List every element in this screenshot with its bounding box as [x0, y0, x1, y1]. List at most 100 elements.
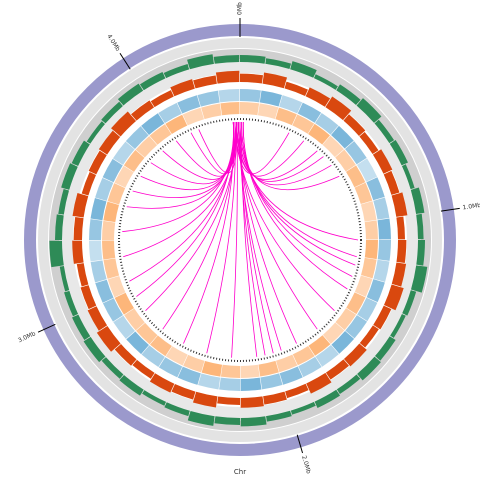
track-bar: [357, 356, 381, 381]
link: [140, 122, 236, 191]
track-tile: [107, 183, 126, 205]
track-bar: [416, 240, 425, 266]
track-bar: [217, 396, 240, 405]
track-tile: [149, 124, 172, 145]
track-tile: [258, 360, 279, 377]
track-tile: [124, 308, 145, 331]
x-tick-label: 1.0Mb: [462, 202, 480, 212]
track-bar: [142, 390, 167, 406]
track-tile: [308, 123, 330, 145]
link: [242, 122, 348, 290]
track-bar: [314, 389, 341, 408]
track-tile: [102, 240, 116, 260]
track-tile: [240, 89, 261, 103]
track-bar: [81, 172, 97, 196]
track-tile: [315, 112, 339, 135]
track-bar: [284, 81, 308, 97]
track-bar: [119, 374, 144, 396]
track-tile: [346, 292, 366, 315]
track-tile: [257, 103, 279, 119]
track-tile: [345, 141, 367, 165]
link: [234, 122, 335, 312]
track-tile: [158, 102, 182, 124]
track-tile: [292, 345, 315, 366]
track-tile: [335, 149, 356, 172]
link: [190, 122, 235, 175]
track-tile: [292, 114, 315, 134]
track-bar: [325, 359, 349, 380]
track-bar: [374, 336, 396, 361]
track-tile: [364, 240, 378, 260]
track-tile: [331, 331, 355, 354]
track-tile: [90, 198, 107, 221]
inner-ring: [118, 118, 362, 362]
link: [162, 122, 238, 180]
track-bar: [383, 170, 400, 195]
track-bar: [73, 216, 84, 240]
track-tile: [123, 150, 145, 172]
track-bar: [240, 416, 267, 427]
track-tile: [89, 219, 103, 240]
track-bg: [38, 38, 442, 442]
track-tile: [150, 335, 172, 357]
track-bar: [336, 374, 361, 395]
track-tile: [112, 141, 135, 165]
track-bar: [390, 313, 406, 338]
track-tile: [102, 220, 116, 240]
track-bar: [61, 163, 78, 190]
tick-mark: [296, 434, 304, 454]
track-bar: [111, 111, 137, 137]
track-tile: [103, 201, 119, 223]
track-tile: [182, 107, 205, 126]
track-bar: [396, 216, 405, 240]
track-bar: [192, 391, 218, 408]
tick-mark: [440, 207, 460, 212]
track-bar: [139, 72, 166, 91]
track-tile: [260, 373, 283, 390]
track-bar: [88, 150, 107, 175]
track-bar: [214, 416, 240, 425]
track-bar: [72, 192, 89, 218]
track-bar: [114, 343, 137, 366]
track-bar: [164, 402, 190, 417]
track-tile: [373, 259, 390, 282]
track-bg: [49, 49, 431, 431]
track-bg: [59, 59, 421, 421]
track-bar: [396, 240, 407, 264]
link: [198, 122, 238, 174]
track-tile: [360, 201, 377, 222]
track-tile: [220, 364, 240, 378]
track-tile: [141, 345, 165, 368]
track-bar: [410, 265, 428, 293]
track-tile: [377, 240, 391, 261]
track-tile: [315, 345, 339, 367]
track-tile: [297, 102, 322, 123]
track-tile: [102, 158, 123, 183]
track-bar: [266, 410, 292, 422]
track-bar: [86, 121, 106, 144]
track-tile: [366, 177, 385, 201]
track-bar: [240, 73, 264, 84]
track-bar: [132, 359, 155, 379]
track-tile: [183, 354, 205, 373]
track-tile: [361, 257, 377, 279]
track-bar: [49, 240, 64, 268]
link: [239, 121, 266, 356]
track-tile: [201, 103, 222, 120]
track-tile: [90, 260, 107, 283]
track-bar: [402, 290, 417, 316]
track-tile: [219, 377, 240, 391]
link: [145, 122, 238, 312]
track-tile: [345, 315, 368, 339]
link: [150, 122, 234, 185]
track-tile: [177, 95, 201, 114]
track-bar: [285, 383, 309, 399]
track-tile: [102, 298, 124, 322]
track-bar: [263, 391, 287, 405]
track-bar: [343, 114, 366, 137]
track-tile: [331, 125, 354, 149]
track-tile: [366, 279, 385, 303]
track-tile: [197, 90, 220, 107]
track-tile: [114, 165, 134, 188]
